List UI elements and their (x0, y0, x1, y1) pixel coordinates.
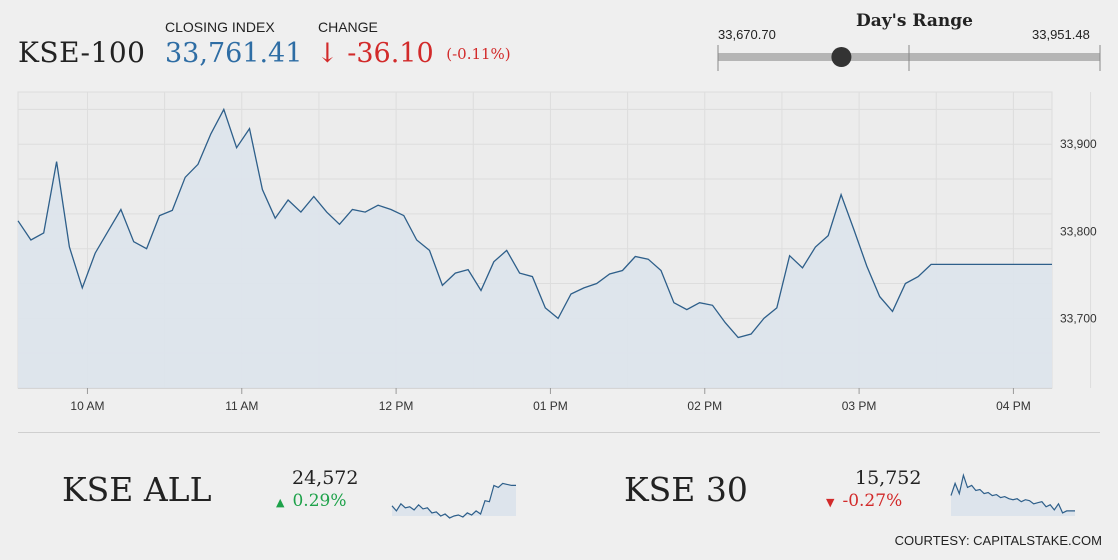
index-name: KSE-100 (18, 36, 146, 69)
kse-all-change-value: 0.29% (292, 491, 347, 511)
chart-line-layer (17, 107, 1052, 339)
index-area (18, 109, 1052, 389)
up-triangle-icon: ▲ (276, 496, 285, 509)
x-tick-label: 12 PM (379, 399, 414, 413)
change-value: -36.10 (347, 38, 434, 69)
change-label: CHANGE (318, 19, 378, 35)
down-arrow-icon: ↓ (316, 38, 339, 69)
closing-index-value: 33,761.41 (165, 38, 303, 69)
x-tick-label: 04 PM (996, 399, 1031, 413)
kse-all-sparkline (391, 482, 516, 519)
x-tick-label: 03 PM (842, 399, 877, 413)
change-percent: (-0.11%) (446, 45, 511, 63)
x-tick-label: 02 PM (687, 399, 722, 413)
kse30-sparkline (950, 472, 1075, 516)
sparkline-area (951, 475, 1075, 516)
y-tick-label: 33,700 (1060, 311, 1097, 325)
chart-area (18, 109, 1052, 389)
sparkline-line (391, 482, 516, 519)
kse-all-title: KSE ALL (62, 470, 212, 509)
days-range-bar (717, 45, 1101, 71)
kse30-title: KSE 30 (624, 470, 748, 509)
kse-all-value: 24,572 (292, 467, 359, 489)
range-handle (831, 47, 852, 67)
kse-all-change: ▲ 0.29% (276, 491, 346, 511)
sparkline-area (392, 483, 516, 518)
x-tick-label: 01 PM (533, 399, 568, 413)
section-divider (18, 432, 1100, 433)
days-range-low: 33,670.70 (718, 27, 776, 42)
down-triangle-icon: ▼ (826, 496, 835, 509)
days-range-title: Day's Range (856, 11, 973, 31)
y-tick-label: 33,800 (1060, 224, 1097, 238)
sparkline-line (950, 472, 1075, 514)
x-tick-label: 10 AM (70, 399, 104, 413)
kse30-value: 15,752 (855, 467, 922, 489)
courtesy-credit: COURTESY: CAPITALSTAKE.COM (894, 533, 1102, 548)
closing-index-label: CLOSING INDEX (165, 19, 275, 35)
change-group: ↓ -36.10 (-0.11%) (316, 38, 511, 69)
kse30-change: ▼ -0.27% (826, 491, 902, 511)
days-range-high: 33,951.48 (1032, 27, 1090, 42)
x-tick-label: 11 AM (225, 399, 258, 413)
y-tick-label: 33,900 (1060, 137, 1097, 151)
kse30-change-value: -0.27% (842, 491, 903, 511)
index-line (17, 107, 1052, 339)
chart-ticks: 10 AM 11 AM 12 PM 01 PM 02 PM 03 PM 04 PM 33,70… (70, 137, 1097, 413)
